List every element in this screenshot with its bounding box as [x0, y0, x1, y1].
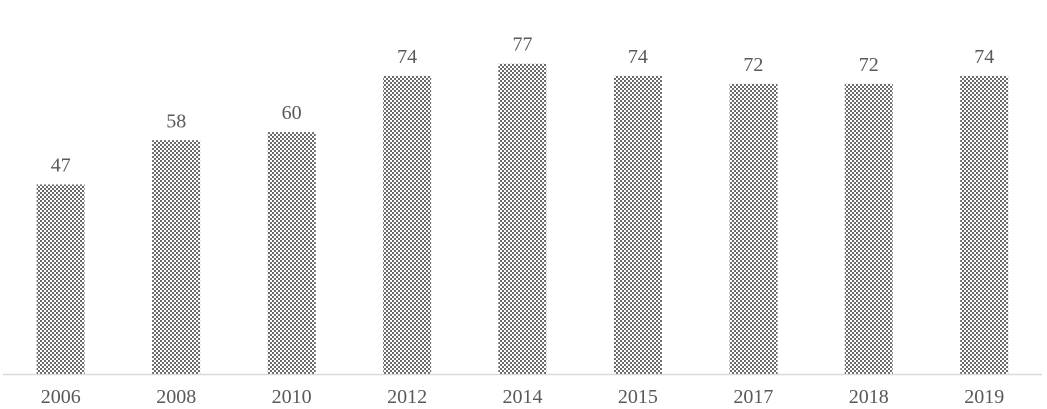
bar-2008	[152, 140, 201, 374]
data-label-2019: 74	[974, 46, 994, 68]
x-tick-label-2012: 2012	[387, 386, 427, 408]
x-tick-label-2017: 2017	[733, 386, 773, 408]
bar-2019	[960, 75, 1009, 375]
data-label-2010: 60	[282, 102, 302, 124]
data-label-2017: 72	[743, 54, 763, 76]
x-tick-label-2018: 2018	[849, 386, 889, 408]
bar-2012	[383, 75, 432, 375]
x-tick-labels-layer: 2006 2008 2010 2012 2014 2015 2017 2018 2019	[41, 386, 1005, 408]
data-labels-layer: 47 58 60 74 77 74 72 72 74	[51, 34, 995, 177]
data-label-2012: 74	[397, 46, 417, 68]
bar-2010	[267, 132, 316, 374]
bar-2018	[844, 83, 893, 375]
data-label-2018: 72	[859, 54, 879, 76]
x-tick-label-2014: 2014	[503, 386, 543, 408]
bar-2015	[613, 75, 662, 375]
x-tick-label-2008: 2008	[156, 386, 196, 408]
x-tick-label-2015: 2015	[618, 386, 658, 408]
data-label-2006: 47	[51, 155, 71, 177]
bar-2006	[36, 184, 85, 374]
data-label-2008: 58	[166, 110, 186, 132]
data-label-2015: 74	[628, 46, 648, 68]
bar-2017	[729, 83, 778, 375]
bars-layer	[36, 63, 1009, 375]
bar-2014	[498, 63, 547, 374]
data-label-2014: 77	[513, 34, 533, 56]
x-tick-label-2006: 2006	[41, 386, 81, 408]
x-tick-label-2010: 2010	[272, 386, 312, 408]
x-tick-label-2019: 2019	[964, 386, 1004, 408]
